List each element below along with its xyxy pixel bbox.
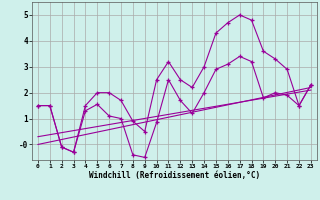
X-axis label: Windchill (Refroidissement éolien,°C): Windchill (Refroidissement éolien,°C) <box>89 171 260 180</box>
